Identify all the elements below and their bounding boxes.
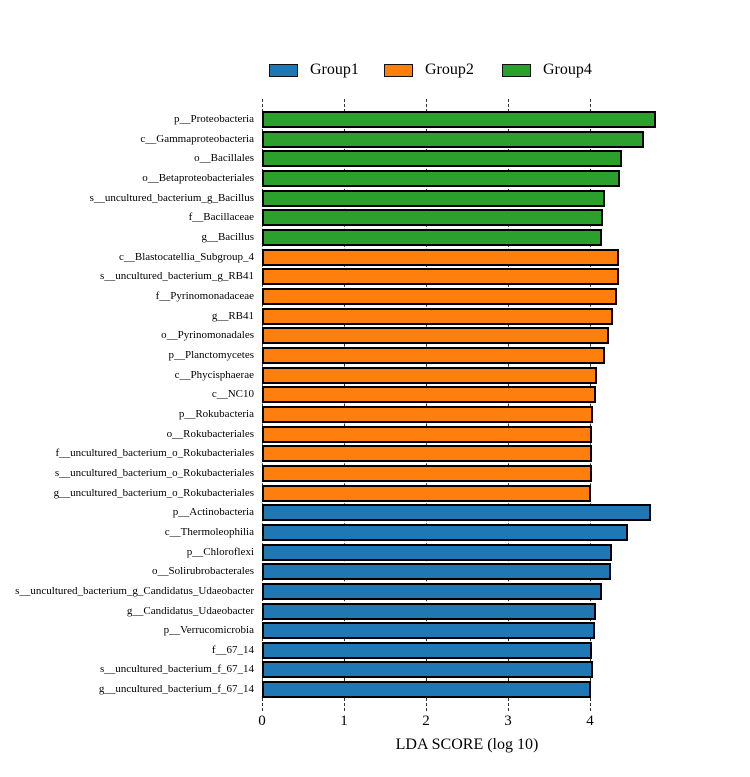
taxon-label: c__Gammaproteobacteria	[140, 132, 254, 145]
bar	[262, 445, 592, 463]
bar	[262, 464, 592, 482]
taxon-label: c__Phycisphaerae	[174, 368, 254, 381]
taxon-label: f__Bacillaceae	[188, 211, 254, 224]
taxon-label: g__RB41	[211, 309, 254, 322]
bar	[262, 582, 603, 600]
taxon-label: g__uncultured_bacterium_f_67_14	[98, 683, 254, 696]
plot-area	[262, 99, 682, 711]
taxon-label: p__Proteobacteria	[173, 113, 254, 125]
taxon-label: o__Solirubrobacterales	[151, 565, 254, 578]
gridline-0	[262, 99, 263, 711]
legend-swatch-group1	[269, 63, 298, 77]
bar	[262, 366, 598, 384]
bar	[262, 602, 596, 620]
taxon-label: o__Pyrinomonadales	[161, 329, 254, 342]
bar	[262, 386, 596, 404]
taxon-label: o__Rokubacteriales	[166, 427, 254, 440]
bar	[262, 563, 611, 581]
gridline-1	[344, 99, 345, 711]
taxon-label: p__Chloroflexi	[186, 545, 254, 558]
legend: Group1 Group2 Group4	[0, 60, 750, 84]
gridline-3	[508, 99, 509, 711]
bar	[262, 484, 591, 502]
bar	[262, 504, 651, 522]
taxon-label: p__Planctomycetes	[168, 348, 254, 361]
taxon-label: o__Betaproteobacteriales	[142, 171, 254, 184]
taxon-label: f__Pyrinomonadaceae	[155, 289, 254, 302]
taxon-label: g__uncultured_bacterium_o_Rokubacteriale…	[53, 486, 254, 499]
x-tick-label: 3	[504, 713, 512, 729]
taxon-label: f__uncultured_bacterium_o_Rokubacteriale…	[55, 447, 254, 460]
taxon-label: c__Thermoleophilia	[164, 525, 254, 538]
gridline-2	[426, 99, 427, 711]
bar	[262, 248, 619, 266]
legend-swatch-group4	[502, 63, 531, 77]
taxon-label: p__Actinobacteria	[172, 506, 254, 519]
bar	[262, 169, 620, 187]
taxon-label: g__Candidatus_Udaeobacter	[126, 604, 254, 617]
taxon-label: c__Blastocatellia_Subgroup_4	[118, 250, 254, 263]
taxon-label: c__NC10	[211, 388, 254, 401]
bar	[262, 661, 594, 679]
bar	[262, 130, 645, 148]
taxon-label: s__uncultured_bacterium_g_Candidatus_Uda…	[15, 584, 254, 597]
bar	[262, 307, 613, 325]
taxon-label: f__67_14	[211, 643, 254, 656]
taxon-label: o__Bacillales	[194, 152, 254, 165]
x-tick-label: 0	[258, 713, 266, 729]
taxon-label: g__Bacillus	[201, 230, 254, 243]
legend-label: Group1	[310, 61, 359, 78]
legend-item-group1: Group1	[269, 60, 359, 80]
x-axis-title: LDA SCORE (log 10)	[395, 736, 539, 753]
taxon-label: s__uncultured_bacterium_o_Rokubacteriale…	[54, 466, 254, 479]
x-tick-label: 4	[586, 713, 594, 729]
taxon-label: p__Rokubacteria	[178, 407, 254, 420]
bar	[262, 268, 619, 286]
bar	[262, 641, 593, 659]
taxon-label: s__uncultured_bacterium_g_RB41	[100, 270, 254, 283]
taxon-label: s__uncultured_bacterium_f_67_14	[100, 663, 254, 676]
bar	[262, 622, 595, 640]
bar	[262, 228, 603, 246]
taxon-label: s__uncultured_bacterium_g_Bacillus	[89, 191, 254, 204]
legend-label: Group2	[425, 61, 474, 78]
bar	[262, 287, 618, 305]
bar	[262, 543, 613, 561]
x-tick-label: 1	[340, 713, 348, 729]
bar	[262, 327, 609, 345]
bar	[262, 523, 628, 541]
taxon-label: p__Verrucomicrobia	[163, 624, 254, 637]
legend-swatch-group2	[384, 63, 413, 77]
gridline-4	[590, 99, 591, 711]
bar	[262, 209, 604, 227]
legend-label: Group4	[543, 61, 592, 78]
bar	[262, 425, 592, 443]
legend-item-group4: Group4	[502, 60, 592, 80]
bar	[262, 681, 591, 699]
bar	[262, 189, 605, 207]
bar	[262, 346, 605, 364]
bar	[262, 405, 594, 423]
x-tick-label: 2	[422, 713, 430, 729]
bar	[262, 111, 656, 128]
legend-item-group2: Group2	[384, 60, 474, 80]
bar	[262, 150, 622, 168]
